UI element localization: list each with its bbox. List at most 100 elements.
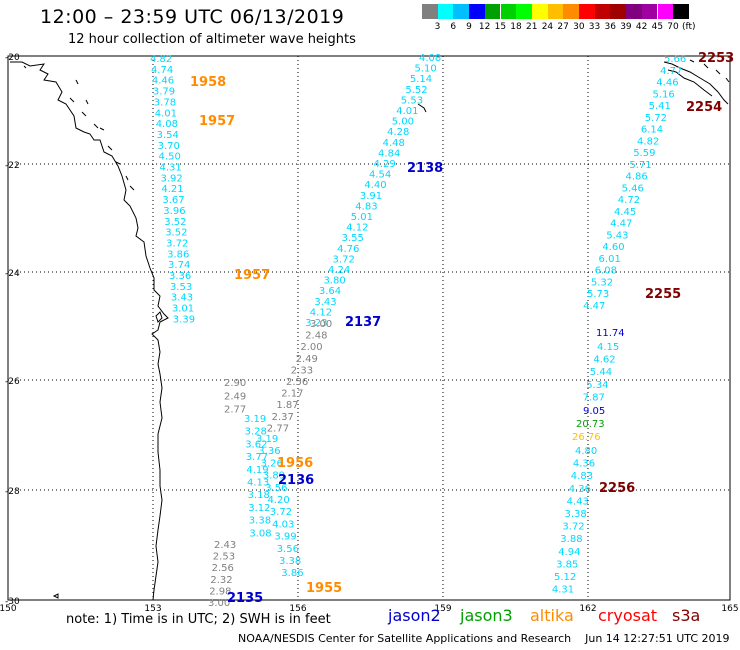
swh-value: 11.74 — [596, 328, 625, 339]
swh-value: 5.73 — [587, 289, 609, 300]
swh-value: 2.37 — [272, 412, 294, 423]
swh-value: 4.48 — [383, 138, 405, 149]
swh-value: 3.85 — [556, 559, 578, 570]
swh-value: 5.53 — [401, 95, 423, 106]
swh-value: 3.54 — [157, 130, 179, 141]
satellite-jason2: jason2 — [388, 606, 441, 625]
lat-label: -24 — [5, 269, 20, 279]
scale-label: (ft) — [681, 22, 696, 32]
swh-value: 4.86 — [626, 172, 648, 183]
swh-value: 2.98 — [209, 586, 231, 597]
swh-value: 2.49 — [296, 354, 318, 365]
swh-value: 5.71 — [629, 160, 651, 171]
scale-label: 18 — [510, 22, 522, 32]
swh-value: 3.99 — [274, 532, 296, 543]
swh-value: 5.01 — [351, 212, 373, 223]
lon-label: 165 — [721, 604, 738, 614]
swh-value: 4.54 — [369, 170, 391, 181]
swh-value: 4.83 — [571, 471, 593, 482]
swh-value: 3.08 — [249, 528, 271, 539]
swh-value: 3.91 — [360, 191, 382, 202]
swh-value: 3.55 — [342, 233, 364, 244]
map-subtitle: 12 hour collection of altimeter wave hei… — [68, 32, 356, 47]
lat-label: -28 — [5, 487, 20, 497]
swh-value: 3.92 — [160, 173, 182, 184]
swh-value: 3.86 — [167, 249, 189, 260]
swh-value: 4.62 — [593, 355, 615, 366]
scale-swatch — [563, 4, 579, 19]
swh-value: 5.66 — [664, 54, 686, 65]
swh-value: 5.12 — [554, 572, 576, 583]
swh-value: 5.16 — [652, 89, 674, 100]
satellite-cryosat: cryosat — [598, 606, 658, 625]
swh-value: 4.45 — [614, 207, 636, 218]
swh-value: 5.46 — [622, 183, 644, 194]
swh-value: 4.01 — [155, 108, 177, 119]
scale-label: 39 — [620, 22, 632, 32]
scale-label: 9 — [466, 22, 472, 32]
lon-label: 150 — [0, 604, 17, 614]
lord-howe-island — [52, 593, 59, 599]
swh-value: 3.64 — [319, 286, 341, 297]
swh-value: 3.77 — [246, 452, 268, 463]
swh-value: 3.52 — [165, 228, 187, 239]
swh-value: 3.56 — [265, 483, 287, 494]
swh-value: 4.13 — [247, 478, 269, 489]
swh-value: 4.20 — [268, 495, 290, 506]
scale-label: 6 — [450, 22, 457, 32]
swh-value: 3.12 — [248, 503, 270, 514]
chesterfield-reef — [417, 103, 427, 113]
new-caledonia — [663, 61, 729, 105]
swh-value: 2.77 — [267, 423, 289, 434]
swh-value: 3.43 — [171, 293, 193, 304]
swh-value: 4.84 — [378, 148, 400, 159]
footnote-units: note: 1) Time is in UTC; 2) SWH is in fe… — [66, 612, 331, 627]
swh-value: 20.73 — [576, 419, 605, 430]
australia-coastline — [10, 61, 169, 601]
swh-value: 3.78 — [154, 97, 176, 108]
swh-value: 4.43 — [567, 496, 589, 507]
swh-value: 3.01 — [172, 304, 194, 315]
swh-value: 4.46 — [152, 76, 174, 87]
swh-value: 3.18 — [248, 490, 270, 501]
loyalty-islands — [689, 59, 730, 83]
swh-value: 26.76 — [572, 432, 601, 443]
swh-value: 5.44 — [590, 367, 612, 378]
swh-value: 3.36 — [258, 446, 280, 457]
swh-value: 2.43 — [214, 540, 236, 551]
swh-value: 3.00 — [310, 319, 332, 330]
swh-value: 4.50 — [159, 152, 181, 163]
lat-label: -26 — [5, 377, 20, 387]
swh-value: 3.56 — [277, 544, 299, 555]
swh-value: 3.70 — [158, 141, 180, 152]
scale-label: 21 — [526, 22, 538, 32]
swh-value: 3.72 — [270, 507, 292, 518]
scale-swatch — [469, 4, 485, 19]
swh-labels: 4.824.744.463.793.784.014.083.543.704.50… — [150, 51, 734, 609]
swh-value: 3.39 — [173, 314, 195, 325]
pass-time-label: 1957 — [199, 114, 235, 129]
scale-label: 30 — [573, 22, 585, 32]
satellite-s3a: s3a — [672, 606, 701, 625]
swh-value: 4.01 — [396, 106, 418, 117]
swh-value: 6.14 — [641, 125, 663, 136]
scale-label: 3 — [434, 22, 441, 32]
scale-swatch — [453, 4, 470, 19]
pass-time-label: 1955 — [306, 581, 342, 596]
scale-swatch — [673, 4, 689, 19]
swh-value: 5.43 — [606, 230, 628, 241]
swh-value: 3.96 — [163, 206, 185, 217]
swh-value: 4.19 — [246, 465, 268, 476]
swh-value: 3.38 — [249, 516, 271, 527]
map-title: 12:00 – 23:59 UTC 06/13/2019 — [40, 6, 345, 28]
swh-value: 7.87 — [583, 392, 605, 403]
scale-swatch — [579, 4, 595, 19]
scale-label: 42 — [635, 22, 648, 32]
graticule — [8, 56, 730, 600]
satellite-jason3: jason3 — [460, 606, 513, 625]
swh-value: 5.59 — [633, 148, 655, 159]
swh-value: 4.08 — [419, 53, 441, 64]
scale-label: 24 — [541, 22, 554, 32]
scale-swatch — [594, 4, 611, 19]
